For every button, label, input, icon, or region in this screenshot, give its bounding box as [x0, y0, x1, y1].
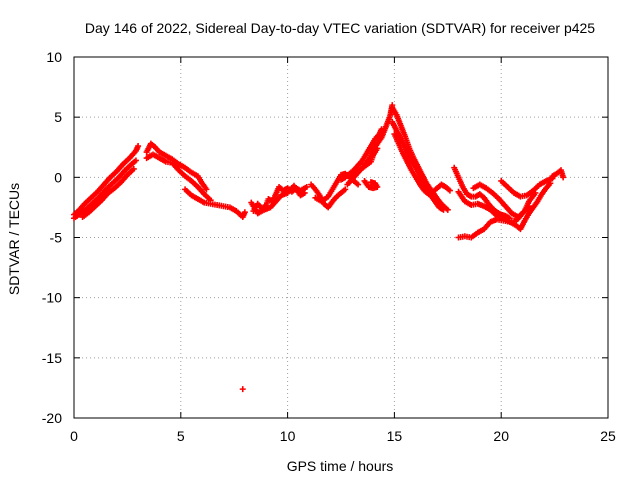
chart-title: Day 146 of 2022, Sidereal Day-to-day VTE… — [85, 20, 595, 36]
data-point-marker — [130, 165, 137, 172]
axis-ticks: 0 5 10 15 20 25 -20 -15 -10 -5 0 5 10 — [42, 49, 616, 444]
data-point-marker — [203, 186, 210, 193]
data-point-marker — [342, 186, 349, 193]
data-point-marker — [303, 183, 310, 190]
data-points — [71, 102, 567, 393]
data-point-marker — [560, 174, 567, 181]
data-point-marker — [355, 181, 362, 188]
y-axis-label: SDTVAR / TECUs — [6, 183, 22, 295]
data-point-marker — [374, 145, 381, 152]
data-point-marker — [446, 187, 453, 194]
x-tick-label: 25 — [600, 428, 616, 444]
data-point-marker — [132, 157, 139, 164]
x-tick-label: 10 — [280, 428, 296, 444]
y-tick-label: -10 — [42, 290, 62, 306]
x-tick-label: 5 — [177, 428, 185, 444]
y-tick-label: -5 — [50, 230, 63, 246]
x-tick-label: 0 — [70, 428, 78, 444]
y-tick-label: 0 — [54, 169, 62, 185]
data-point-marker — [367, 179, 374, 186]
x-tick-label: 20 — [493, 428, 509, 444]
data-point-marker — [239, 386, 246, 393]
data-point-marker — [301, 189, 308, 196]
y-tick-label: 10 — [46, 49, 62, 65]
data-point-marker — [241, 209, 248, 216]
x-tick-label: 15 — [387, 428, 403, 444]
y-tick-label: -20 — [42, 410, 62, 426]
data-point-marker — [440, 206, 447, 213]
y-tick-label: -15 — [42, 350, 62, 366]
y-tick-label: 5 — [54, 109, 62, 125]
x-axis-label: GPS time / hours — [287, 458, 394, 474]
data-point-marker — [135, 143, 142, 150]
